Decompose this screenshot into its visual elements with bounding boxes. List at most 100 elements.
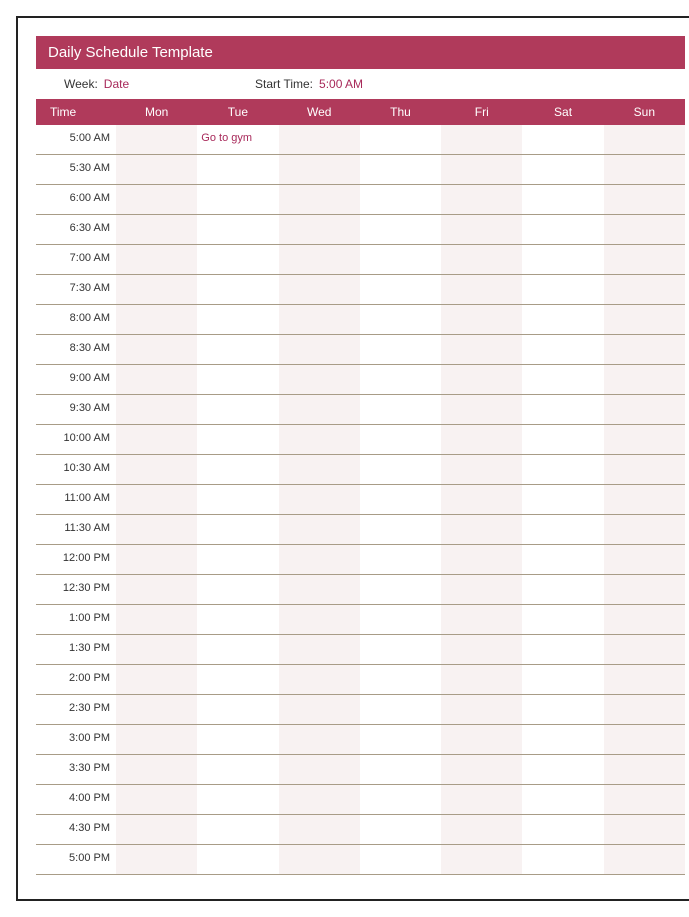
schedule-cell[interactable] [116, 335, 197, 364]
schedule-cell[interactable] [279, 515, 360, 544]
schedule-cell[interactable] [604, 245, 685, 274]
schedule-cell[interactable] [604, 845, 685, 874]
schedule-cell[interactable] [360, 365, 441, 394]
schedule-cell[interactable] [360, 425, 441, 454]
schedule-cell[interactable] [441, 185, 522, 214]
schedule-cell[interactable] [522, 185, 603, 214]
schedule-cell[interactable] [279, 545, 360, 574]
schedule-cell[interactable] [197, 215, 278, 244]
schedule-cell[interactable] [116, 125, 197, 154]
schedule-cell[interactable] [522, 515, 603, 544]
schedule-cell[interactable] [441, 575, 522, 604]
schedule-cell[interactable] [522, 245, 603, 274]
schedule-cell[interactable] [604, 215, 685, 244]
schedule-cell[interactable] [279, 425, 360, 454]
schedule-cell[interactable] [441, 605, 522, 634]
schedule-cell[interactable] [604, 305, 685, 334]
schedule-cell[interactable] [360, 155, 441, 184]
schedule-cell[interactable] [279, 125, 360, 154]
schedule-cell[interactable] [441, 785, 522, 814]
schedule-cell[interactable] [441, 365, 522, 394]
schedule-cell[interactable] [116, 185, 197, 214]
schedule-cell[interactable] [522, 455, 603, 484]
schedule-cell[interactable] [604, 635, 685, 664]
schedule-cell[interactable] [279, 785, 360, 814]
schedule-cell[interactable] [360, 275, 441, 304]
schedule-cell[interactable] [360, 605, 441, 634]
schedule-cell[interactable] [279, 575, 360, 604]
schedule-cell[interactable] [522, 695, 603, 724]
schedule-cell[interactable] [441, 425, 522, 454]
schedule-cell[interactable] [441, 275, 522, 304]
schedule-cell[interactable] [116, 605, 197, 634]
schedule-cell[interactable] [522, 305, 603, 334]
schedule-cell[interactable] [522, 635, 603, 664]
schedule-cell[interactable] [522, 395, 603, 424]
schedule-cell[interactable] [116, 515, 197, 544]
schedule-cell[interactable] [116, 485, 197, 514]
schedule-cell[interactable] [441, 695, 522, 724]
schedule-cell[interactable] [116, 815, 197, 844]
schedule-cell[interactable] [360, 815, 441, 844]
schedule-cell[interactable] [116, 245, 197, 274]
schedule-cell[interactable] [279, 455, 360, 484]
schedule-cell[interactable] [116, 155, 197, 184]
schedule-cell[interactable] [360, 185, 441, 214]
schedule-cell[interactable] [116, 275, 197, 304]
schedule-cell[interactable] [279, 485, 360, 514]
schedule-cell[interactable] [360, 575, 441, 604]
schedule-cell[interactable] [197, 455, 278, 484]
schedule-cell[interactable] [604, 185, 685, 214]
schedule-cell[interactable] [441, 305, 522, 334]
schedule-cell[interactable] [360, 125, 441, 154]
schedule-cell[interactable] [441, 815, 522, 844]
schedule-cell[interactable] [441, 125, 522, 154]
schedule-cell[interactable] [522, 365, 603, 394]
schedule-cell[interactable] [522, 335, 603, 364]
schedule-cell[interactable] [197, 515, 278, 544]
schedule-cell[interactable] [522, 575, 603, 604]
schedule-cell[interactable] [279, 605, 360, 634]
schedule-cell[interactable] [604, 335, 685, 364]
schedule-cell[interactable] [522, 125, 603, 154]
schedule-cell[interactable] [116, 785, 197, 814]
schedule-cell[interactable] [441, 635, 522, 664]
schedule-cell[interactable] [360, 665, 441, 694]
schedule-cell[interactable] [279, 275, 360, 304]
schedule-cell[interactable] [522, 545, 603, 574]
schedule-cell[interactable] [116, 845, 197, 874]
schedule-cell[interactable] [279, 365, 360, 394]
schedule-cell[interactable] [522, 605, 603, 634]
schedule-cell[interactable] [441, 755, 522, 784]
schedule-cell[interactable] [360, 695, 441, 724]
schedule-cell[interactable] [360, 305, 441, 334]
schedule-cell[interactable] [116, 725, 197, 754]
schedule-cell[interactable] [279, 215, 360, 244]
schedule-cell[interactable] [604, 125, 685, 154]
schedule-cell[interactable] [441, 245, 522, 274]
schedule-cell[interactable] [441, 515, 522, 544]
schedule-cell[interactable] [116, 365, 197, 394]
schedule-cell[interactable] [279, 665, 360, 694]
schedule-cell[interactable] [279, 755, 360, 784]
schedule-cell[interactable] [604, 695, 685, 724]
schedule-cell[interactable] [197, 425, 278, 454]
schedule-cell[interactable] [522, 485, 603, 514]
schedule-cell[interactable] [441, 155, 522, 184]
schedule-cell[interactable] [116, 395, 197, 424]
schedule-cell[interactable] [116, 545, 197, 574]
schedule-cell[interactable] [360, 335, 441, 364]
schedule-cell[interactable] [360, 245, 441, 274]
schedule-cell[interactable] [441, 455, 522, 484]
schedule-cell[interactable] [116, 305, 197, 334]
schedule-cell[interactable] [522, 785, 603, 814]
schedule-cell[interactable] [522, 725, 603, 754]
schedule-cell[interactable] [360, 455, 441, 484]
schedule-cell[interactable]: Go to gym [197, 125, 278, 154]
schedule-cell[interactable] [360, 635, 441, 664]
schedule-cell[interactable] [116, 665, 197, 694]
schedule-cell[interactable] [441, 215, 522, 244]
schedule-cell[interactable] [360, 485, 441, 514]
schedule-cell[interactable] [279, 695, 360, 724]
schedule-cell[interactable] [116, 215, 197, 244]
